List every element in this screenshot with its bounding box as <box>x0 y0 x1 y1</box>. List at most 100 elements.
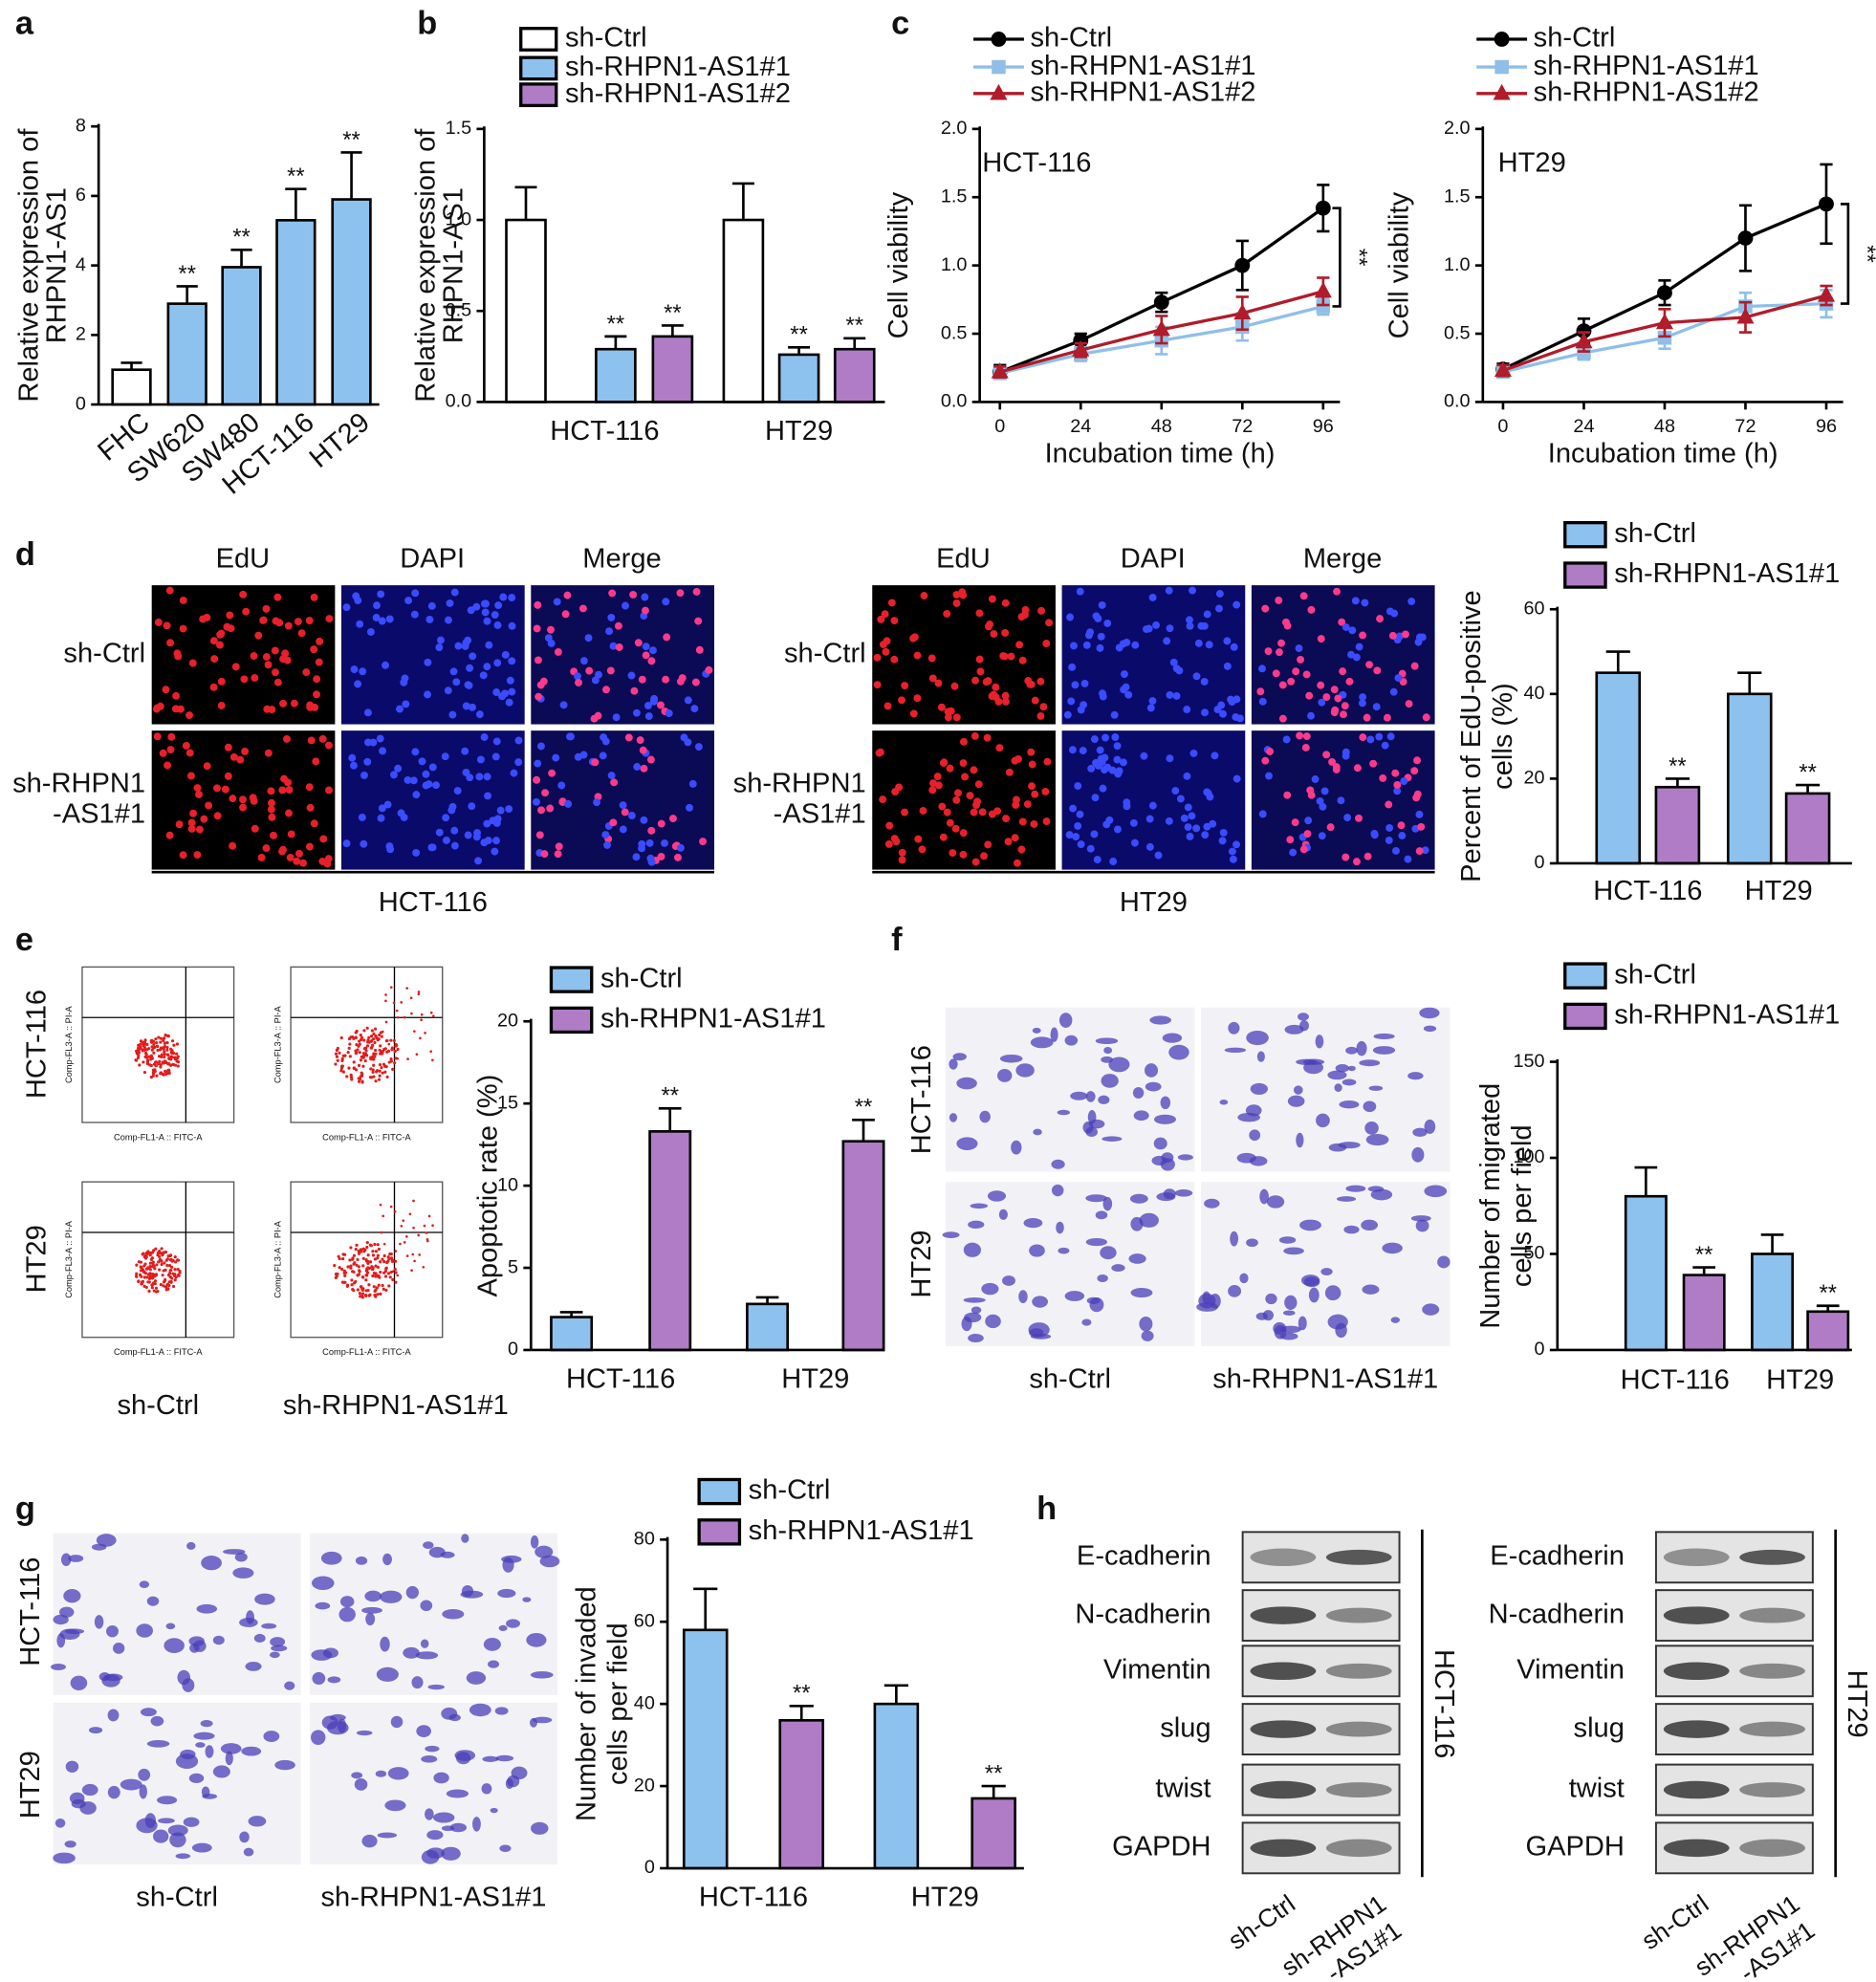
bar <box>651 335 694 403</box>
event <box>340 1256 345 1261</box>
x-tick-label: 96 <box>1816 416 1837 437</box>
cell <box>632 853 641 861</box>
event <box>164 1069 167 1074</box>
cell <box>1236 1152 1256 1164</box>
event <box>378 1033 382 1037</box>
event <box>411 1252 415 1256</box>
cell <box>450 826 459 835</box>
cell <box>310 819 318 828</box>
cell <box>1085 1237 1108 1247</box>
cell <box>1027 748 1036 756</box>
significance: ** <box>607 311 625 337</box>
cell <box>261 1623 277 1629</box>
event <box>379 1203 382 1207</box>
event <box>361 1052 366 1056</box>
cell <box>567 732 575 741</box>
cell <box>1204 1198 1220 1209</box>
event <box>360 1285 363 1289</box>
cell <box>971 676 980 685</box>
cell <box>530 1671 554 1679</box>
cell <box>1338 1142 1361 1149</box>
cell <box>1422 1303 1440 1316</box>
event <box>167 1071 171 1076</box>
flow-axis-label: Comp-FL3-A :: PI-A <box>273 1006 282 1084</box>
cell <box>1068 663 1077 671</box>
cell <box>574 672 581 681</box>
cell <box>1102 1196 1113 1211</box>
cell <box>342 839 351 848</box>
cell <box>493 659 502 667</box>
cell <box>1086 844 1095 853</box>
cell <box>1109 858 1118 865</box>
cell <box>1113 825 1122 834</box>
cell <box>1011 834 1019 842</box>
event <box>176 1060 181 1064</box>
annotation: HCT-116 <box>982 148 1091 179</box>
x-tick-label: 96 <box>1313 416 1334 437</box>
cell <box>601 831 610 839</box>
cell <box>1072 833 1080 841</box>
cell <box>479 671 488 680</box>
cell <box>320 1551 342 1565</box>
legend-label: sh-Ctrl <box>1534 23 1616 54</box>
event <box>381 1283 384 1288</box>
cell <box>1176 795 1185 803</box>
y-tick-label: 1.0 <box>446 208 472 229</box>
cell <box>156 702 164 710</box>
event <box>356 1257 360 1262</box>
cell <box>943 808 951 817</box>
event <box>372 1052 376 1056</box>
cell <box>533 624 541 633</box>
cell <box>385 615 394 623</box>
cell <box>554 647 562 656</box>
cell <box>928 674 937 683</box>
cell <box>557 781 566 790</box>
row-label: HT29 <box>15 1751 46 1819</box>
event <box>140 1280 144 1284</box>
event <box>154 1247 158 1251</box>
event <box>379 1270 382 1274</box>
cell <box>594 711 602 720</box>
cell <box>942 1231 960 1239</box>
cell <box>69 1792 85 1805</box>
cell <box>1065 831 1074 839</box>
cell <box>638 844 646 853</box>
cell <box>1415 847 1424 856</box>
event <box>339 1066 343 1070</box>
event <box>384 1039 388 1043</box>
cell <box>315 658 323 666</box>
cell <box>883 637 891 645</box>
significance: ** <box>178 261 196 287</box>
cell <box>1099 784 1107 793</box>
event <box>420 1013 424 1016</box>
event <box>150 1056 154 1060</box>
flow-plot <box>290 966 444 1123</box>
event <box>152 1249 156 1252</box>
cell <box>1264 647 1273 656</box>
event <box>387 1257 391 1261</box>
cell <box>220 1743 242 1754</box>
cell <box>469 652 477 661</box>
cell <box>1081 1318 1092 1326</box>
y-tick-label: 40 <box>1524 683 1545 704</box>
event <box>378 1069 382 1073</box>
cell <box>1246 1238 1258 1248</box>
event <box>357 1044 360 1048</box>
cell <box>354 1777 368 1791</box>
cell <box>1228 847 1236 856</box>
event <box>164 1072 168 1077</box>
cell <box>1033 1128 1042 1136</box>
cell <box>641 593 649 601</box>
band <box>1739 1782 1805 1797</box>
event <box>373 1040 377 1045</box>
cell <box>271 646 279 655</box>
event <box>166 1034 170 1038</box>
cell <box>254 1593 275 1605</box>
cell <box>1266 748 1275 755</box>
cell <box>624 733 633 742</box>
cell <box>262 653 271 661</box>
event <box>354 1052 358 1056</box>
cell <box>1317 681 1325 689</box>
event <box>154 1064 158 1068</box>
event <box>153 1060 157 1064</box>
